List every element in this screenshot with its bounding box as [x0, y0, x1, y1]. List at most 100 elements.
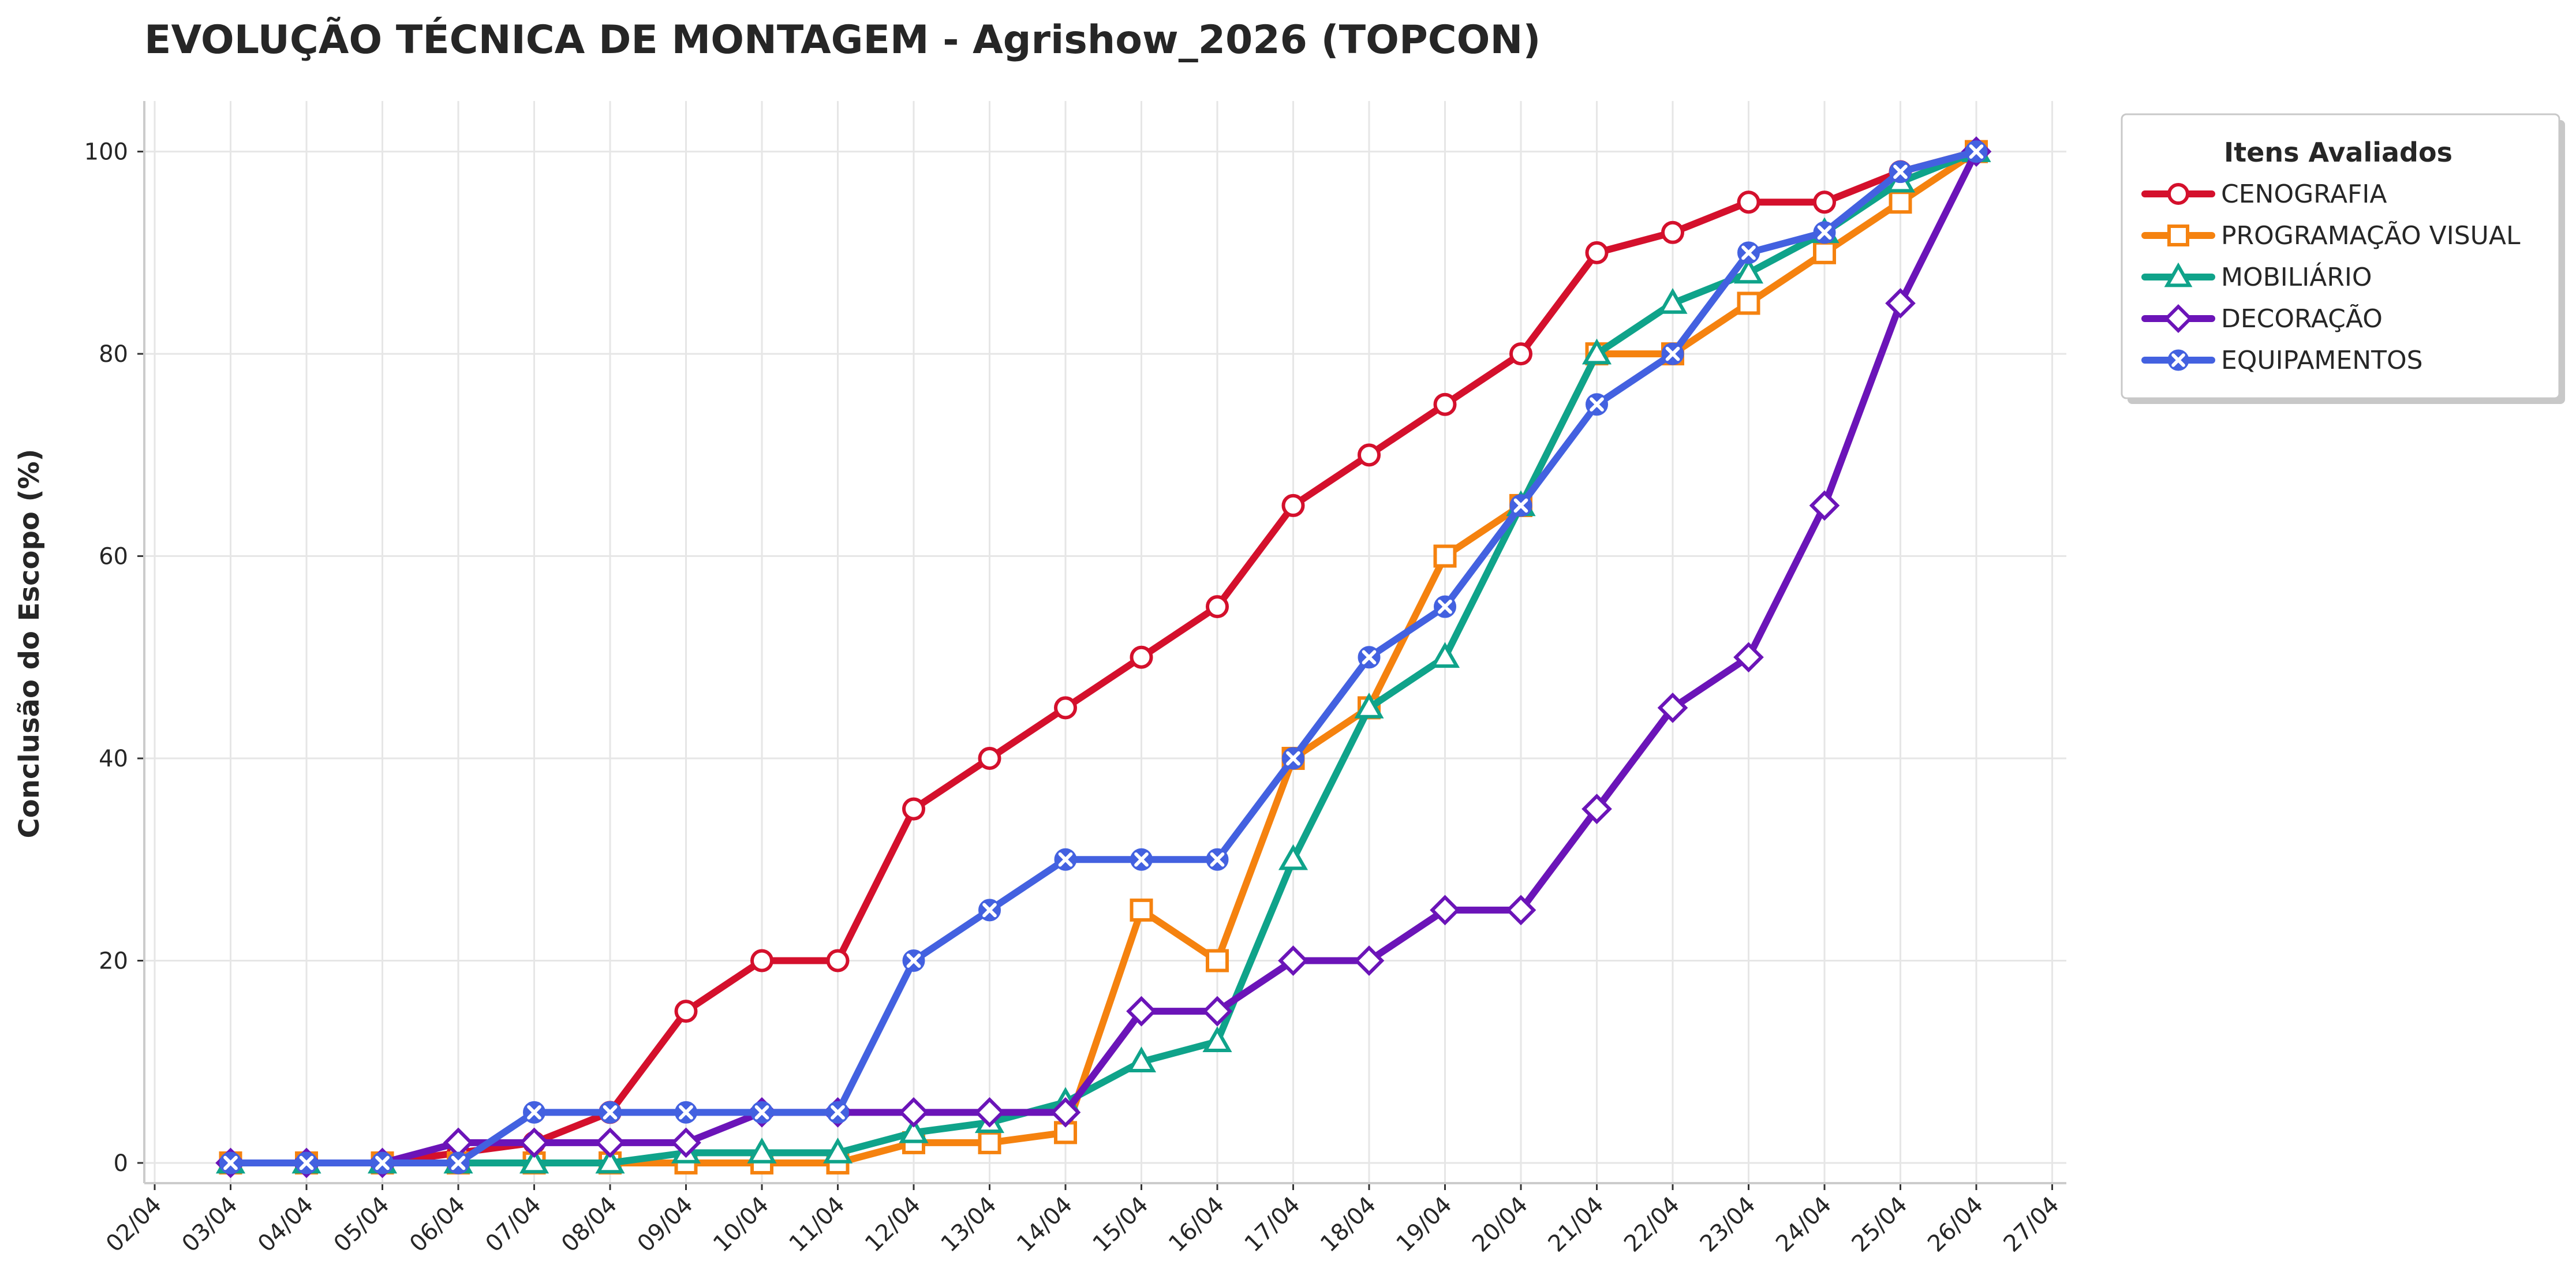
- data-point: [1358, 646, 1381, 669]
- data-point: [595, 1147, 625, 1174]
- data-point: [1206, 848, 1229, 871]
- data-point: [978, 747, 1001, 770]
- x-tick-label: 17/04: [1240, 1192, 1306, 1258]
- data-point: [1430, 895, 1460, 926]
- data-point: [1889, 190, 1912, 214]
- y-tick-label: 60: [99, 544, 128, 570]
- x-tick-label: 25/04: [1847, 1192, 1913, 1258]
- legend-box: [2121, 113, 2560, 399]
- data-point: [750, 949, 773, 972]
- x-tick-label: 08/04: [556, 1192, 622, 1258]
- x-tick-label: 03/04: [177, 1192, 243, 1258]
- legend-item: DECORAÇÃO: [2141, 304, 2383, 334]
- data-point: [1965, 140, 1988, 163]
- data-point: [1278, 945, 1308, 976]
- data-point: [1733, 642, 1764, 673]
- data-point: [1586, 393, 1608, 416]
- data-point: [1430, 642, 1460, 668]
- data-point: [898, 1097, 929, 1128]
- data-point: [1505, 895, 1536, 926]
- data-point: [1661, 220, 1684, 244]
- data-point: [1809, 490, 1840, 521]
- legend-marker: [2167, 349, 2189, 371]
- data-point: [1354, 945, 1385, 976]
- data-point: [1509, 342, 1532, 366]
- data-point: [1282, 747, 1304, 770]
- data-point: [1202, 1026, 1232, 1052]
- data-point: [1889, 160, 1912, 184]
- x-tick-label: 14/04: [1012, 1192, 1078, 1258]
- data-point: [1733, 257, 1764, 284]
- x-tick-label: 26/04: [1923, 1192, 1988, 1258]
- x-tick-label: 11/04: [784, 1192, 850, 1258]
- x-tick-label: 12/04: [860, 1192, 926, 1258]
- data-point: [747, 1137, 777, 1164]
- x-tick-label: 22/04: [1619, 1192, 1685, 1258]
- data-point: [902, 797, 925, 821]
- x-tick-label: 07/04: [481, 1192, 547, 1258]
- legend-marker: [2163, 304, 2193, 334]
- chart-title: EVOLUÇÃO TÉCNICA DE MONTAGEM - Agrishow_…: [144, 17, 1541, 63]
- data-point: [826, 949, 850, 972]
- x-tick-label: 16/04: [1164, 1192, 1229, 1258]
- data-point: [675, 1101, 697, 1124]
- data-point: [1813, 190, 1836, 214]
- data-point: [295, 1151, 318, 1174]
- data-point: [1582, 338, 1612, 365]
- data-point: [219, 1151, 242, 1174]
- y-tick-label: 40: [99, 746, 128, 772]
- x-tick-label: 23/04: [1695, 1192, 1761, 1258]
- data-point: [519, 1147, 549, 1174]
- data-point: [595, 1127, 626, 1158]
- data-point: [1130, 645, 1153, 669]
- legend: Itens Avaliados CENOGRAFIA PROGRAMAÇÃO VIS…: [2121, 113, 2565, 404]
- x-tick-label: 24/04: [1771, 1192, 1837, 1258]
- data-point: [1737, 241, 1760, 264]
- legend-item: MOBILIÁRIO: [2141, 261, 2372, 292]
- x-tick-label: 18/04: [1315, 1192, 1381, 1258]
- x-tick-label: 15/04: [1088, 1192, 1154, 1258]
- x-tick-label: 02/04: [101, 1192, 167, 1258]
- data-point: [978, 1131, 1001, 1154]
- x-tick-label: 19/04: [1392, 1192, 1457, 1258]
- legend-item: PROGRAMAÇÃO VISUAL: [2141, 220, 2521, 250]
- legend-label: EQUIPAMENTOS: [2221, 346, 2423, 375]
- data-point: [1433, 544, 1457, 568]
- series-programa-o-visual: [219, 140, 1988, 1174]
- data-point: [1281, 493, 1305, 517]
- data-point: [1126, 1046, 1157, 1073]
- data-point: [447, 1151, 470, 1174]
- data-point: [1206, 949, 1229, 972]
- data-point: [1054, 848, 1077, 871]
- axes: 02/04 03/04 04/04 05/04 06/04 07/04 08/04 09/04…: [84, 101, 2066, 1258]
- data-point: [978, 899, 1001, 922]
- y-tick-label: 20: [99, 948, 128, 974]
- data-point: [750, 1101, 773, 1124]
- data-point: [1737, 190, 1760, 214]
- legend-marker: [2164, 262, 2193, 287]
- x-tick-label: 27/04: [1999, 1192, 2065, 1258]
- data-point: [1737, 291, 1760, 315]
- data-point: [371, 1151, 394, 1174]
- x-tick-label: 06/04: [405, 1192, 470, 1258]
- legend-label: PROGRAMAÇÃO VISUAL: [2221, 220, 2521, 250]
- chart-text: EVOLUÇÃO TÉCNICA DE MONTAGEM - Agrishow_…: [13, 17, 1541, 838]
- data-point: [1661, 342, 1684, 365]
- data-point: [902, 949, 925, 972]
- data-point: [1130, 848, 1153, 871]
- data-point: [1657, 693, 1688, 723]
- y-tick-label: 80: [99, 341, 128, 368]
- data-point: [1509, 494, 1532, 517]
- data-point: [1885, 288, 1916, 319]
- x-tick-label: 05/04: [329, 1192, 395, 1258]
- data-point: [1278, 844, 1308, 870]
- data-point: [899, 1117, 929, 1143]
- y-tick-label: 100: [84, 139, 128, 166]
- legend-label: DECORAÇÃO: [2221, 304, 2383, 334]
- legend-label: MOBILIÁRIO: [2221, 261, 2372, 292]
- data-point: [519, 1127, 549, 1158]
- data-point: [1585, 241, 1609, 264]
- data-point: [674, 1000, 698, 1023]
- data-point: [1054, 696, 1077, 720]
